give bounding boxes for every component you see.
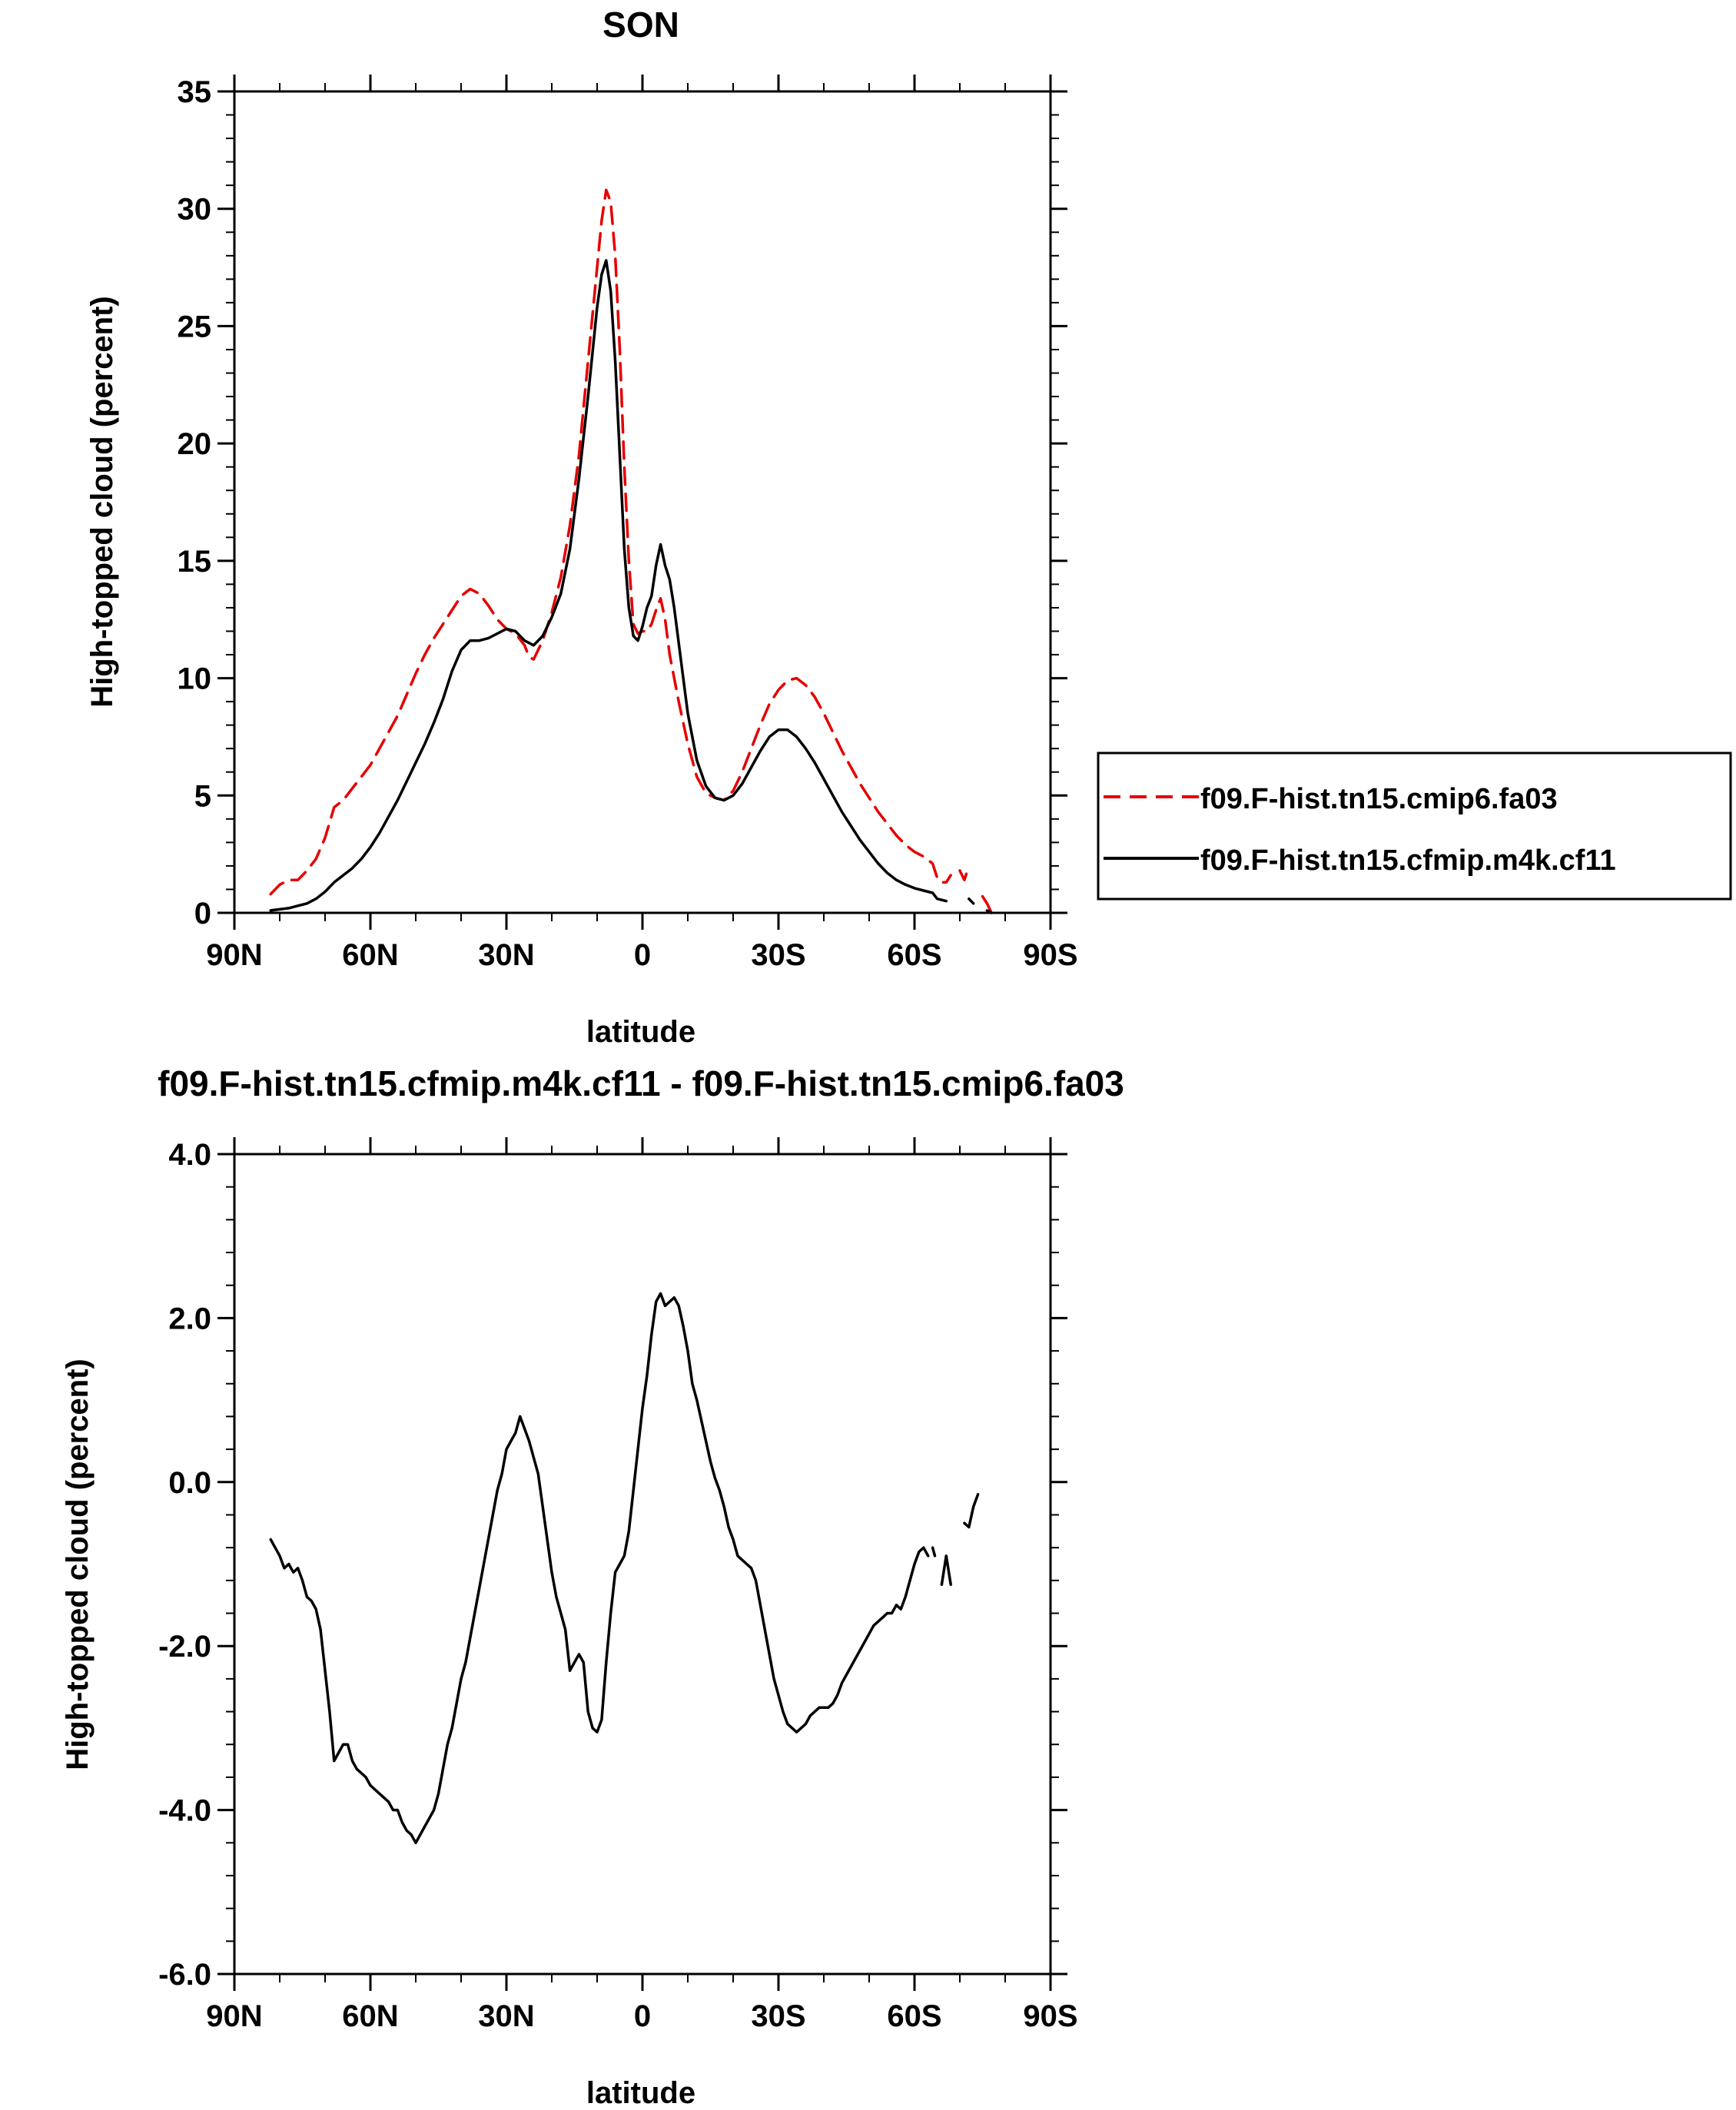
chart-title-bottom: f09.F-hist.tn15.cfmip.m4k.cf11 - f09.F-h… (158, 1063, 1124, 1103)
y-tick-label: 0.0 (168, 1466, 211, 1500)
x-tick-label: 60N (342, 938, 398, 972)
x-tick-label: 90N (206, 938, 262, 972)
plot-frame-top (233, 90, 1052, 914)
y-tick-label: 30 (178, 193, 212, 227)
panel-top-chart: SON 0 5 10 15 20 25 30 35 90N 60N 30N 0 30S 60S 90S l… (85, 5, 1078, 1049)
y-tick-label: 25 (178, 310, 212, 343)
x-tick-label: 0 (634, 938, 651, 972)
x-tick-label: 0 (634, 1999, 651, 2033)
series-line-f09-f-hist-tn15-cmip6-fa03 (269, 188, 994, 914)
y-tick-label: -6.0 (158, 1958, 211, 1992)
x-tick-label: 30S (751, 938, 805, 972)
series-group-bottom (269, 1292, 980, 1845)
y-axis-label-bottom: High-topped cloud (percent) (61, 1359, 95, 1770)
x-axis-bottom: 90N 60N 30N 0 30S 60S 90S (206, 1137, 1078, 2033)
y-tick-label: -4.0 (158, 1794, 211, 1828)
y-tick-label: 0 (194, 897, 211, 931)
y-tick-label: 2.0 (168, 1302, 211, 1335)
panel-bottom-chart: f09.F-hist.tn15.cfmip.m4k.cf11 - f09.F-h… (61, 1063, 1124, 2110)
series-line-difference (269, 1292, 980, 1845)
x-axis-label-top: latitude (586, 1015, 695, 1049)
y-tick-label: 10 (178, 662, 212, 696)
chart-title-top: SON (602, 5, 679, 45)
y-tick-label: 4.0 (168, 1138, 211, 1172)
plot-frame-bottom (233, 1153, 1052, 1976)
x-tick-label: 60N (342, 1999, 398, 2033)
y-axis-label-top: High-topped cloud (percent) (85, 296, 119, 708)
x-tick-label: 30N (478, 938, 534, 972)
y-tick-label: 20 (178, 427, 212, 461)
x-tick-label: 60S (887, 1999, 941, 2033)
y-axis-bottom: -6.0 -4.0 -2.0 0.0 2.0 4.0 (158, 1138, 1067, 1992)
plot-area-bottom (233, 1153, 1052, 1976)
x-axis-label-bottom: latitude (586, 2076, 695, 2110)
legend-label-cmip6: f09.F-hist.tn15.cmip6.fa03 (1200, 783, 1558, 815)
y-tick-label: 5 (194, 779, 211, 813)
x-tick-label: 30N (478, 1999, 534, 2033)
series-line-f09-f-hist-tn15-cfmip-m4k-cf11 (269, 259, 994, 914)
plot-area-top (233, 90, 1052, 914)
x-tick-label: 90S (1023, 1999, 1077, 2033)
legend-box (1097, 751, 1732, 901)
x-tick-label: 90N (206, 1999, 262, 2033)
x-tick-label: 30S (751, 1999, 805, 2033)
x-tick-label: 60S (887, 938, 941, 972)
y-tick-label: 15 (178, 545, 212, 579)
legend-label-cfmip: f09.F-hist.tn15.cfmip.m4k.cf11 (1200, 844, 1616, 877)
x-tick-label: 90S (1023, 938, 1077, 972)
y-axis-top: 0 5 10 15 20 25 30 35 (178, 75, 1067, 931)
x-axis-top: 90N 60N 30N 0 30S 60S 90S (206, 75, 1078, 972)
legend: f09.F-hist.tn15.cmip6.fa03 f09.F-hist.tn… (1097, 751, 1732, 901)
series-group-top (269, 188, 994, 914)
y-tick-label: 35 (178, 75, 212, 109)
y-tick-label: -2.0 (158, 1630, 211, 1664)
